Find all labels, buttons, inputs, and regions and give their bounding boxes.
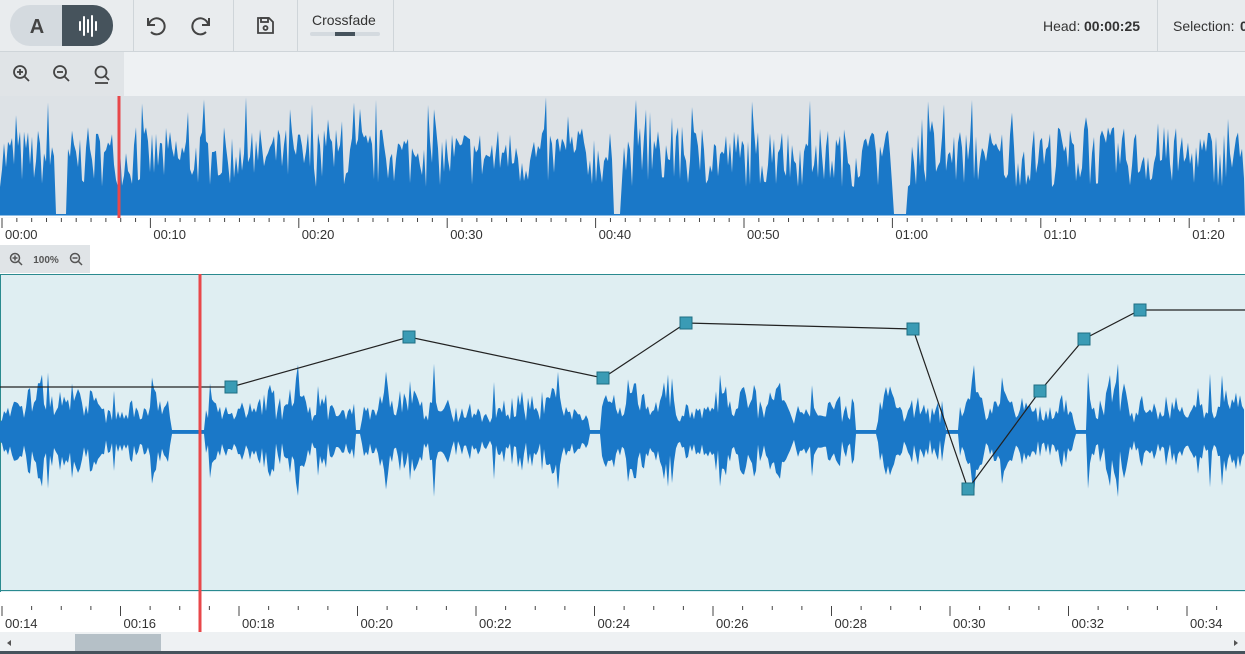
crossfade-label: Crossfade <box>312 12 376 28</box>
save-button[interactable] <box>257 17 274 34</box>
ruler-label: 00:00 <box>5 227 38 242</box>
detail-zoom-bar <box>0 245 1245 274</box>
envelope-point[interactable] <box>1133 303 1147 317</box>
zoom-level: 100% <box>33 255 59 266</box>
ruler-label: 00:16 <box>124 616 157 631</box>
detail-ruler <box>0 592 1245 632</box>
detail-zoom-in[interactable] <box>9 252 23 266</box>
envelope-point[interactable] <box>679 316 693 330</box>
ruler-label: 00:28 <box>835 616 868 631</box>
ruler-label: 00:26 <box>716 616 749 631</box>
envelope-point[interactable] <box>402 330 416 344</box>
envelope-point[interactable] <box>961 482 975 496</box>
overview-waveform <box>0 97 1245 217</box>
ruler-label: 00:50 <box>747 227 780 242</box>
detail-waveform <box>0 363 1244 497</box>
ruler-label: 00:24 <box>598 616 631 631</box>
ruler-label: 00:32 <box>1072 616 1105 631</box>
crossfade-handle[interactable] <box>335 32 355 36</box>
envelope-point[interactable] <box>1033 384 1047 398</box>
ruler-label: 00:20 <box>302 227 335 242</box>
waveform-icon <box>79 15 97 37</box>
selection-label: Selection: <box>1173 18 1234 34</box>
envelope-point[interactable] <box>1077 332 1091 346</box>
text-mode-button[interactable]: A <box>30 16 44 38</box>
scrollbar-track[interactable] <box>0 632 1245 651</box>
ruler-label: 00:18 <box>242 616 275 631</box>
waveform-mode-fill <box>62 5 82 46</box>
ruler-label: 00:34 <box>1190 616 1223 631</box>
overview-ruler <box>0 218 1245 245</box>
ruler-label: 01:10 <box>1044 227 1077 242</box>
selection-value: 0 <box>1240 18 1245 34</box>
redo-button[interactable] <box>191 17 210 36</box>
ruler-label: 01:00 <box>895 227 928 242</box>
head-label: Head: <box>1043 18 1080 34</box>
zoom-in-button[interactable] <box>13 65 30 82</box>
zoom-icons <box>13 65 110 84</box>
ruler-label: 00:14 <box>5 616 38 631</box>
detail-zoom-out[interactable] <box>69 252 83 266</box>
undo-button[interactable] <box>147 17 166 36</box>
bottom-border <box>0 651 1245 654</box>
scrollbar-thumb[interactable] <box>75 634 161 651</box>
envelope-point[interactable] <box>906 322 920 336</box>
head-value: 00:00:25 <box>1084 18 1140 34</box>
ruler-label: 01:20 <box>1192 227 1225 242</box>
ruler-label: 00:20 <box>361 616 394 631</box>
envelope-point[interactable] <box>596 371 610 385</box>
ruler-label: 00:10 <box>153 227 186 242</box>
ruler-label: 00:22 <box>479 616 512 631</box>
zoom-out-button[interactable] <box>53 65 70 82</box>
zoom-fit-button[interactable] <box>94 65 110 84</box>
ruler-label: 00:30 <box>450 227 483 242</box>
ruler-label: 00:30 <box>953 616 986 631</box>
envelope-point[interactable] <box>224 380 238 394</box>
ruler-label: 00:40 <box>599 227 632 242</box>
